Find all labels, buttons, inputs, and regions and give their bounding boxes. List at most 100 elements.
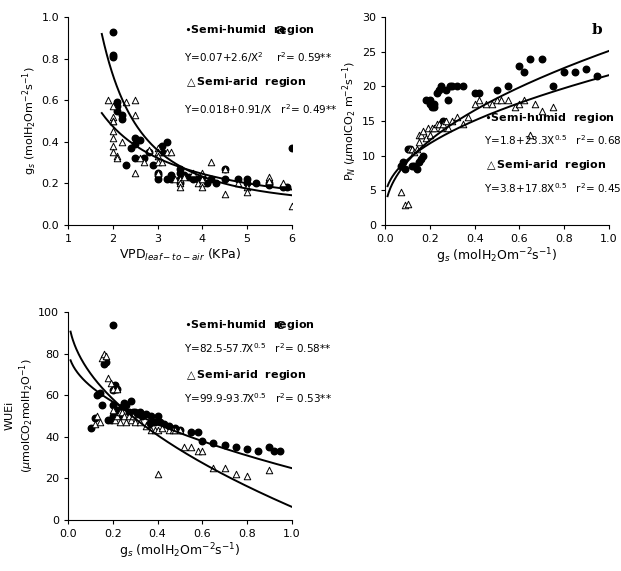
Point <box>150 426 160 435</box>
Point <box>402 199 412 208</box>
Text: Y=1.8+23.3X$^{0.5}$   r$^2$= 0.68**: Y=1.8+23.3X$^{0.5}$ r$^2$= 0.68** <box>484 134 621 147</box>
Point <box>474 95 484 104</box>
Point <box>108 141 118 150</box>
Point <box>124 411 134 420</box>
Point <box>231 443 241 452</box>
Point <box>117 403 127 412</box>
Point <box>175 168 185 178</box>
Point <box>197 179 207 188</box>
Point <box>401 201 410 210</box>
Point <box>94 417 104 427</box>
Point <box>427 103 437 112</box>
Point <box>425 130 435 139</box>
Point <box>142 409 152 419</box>
Point <box>108 321 118 330</box>
Point <box>514 99 524 108</box>
Point <box>447 82 457 91</box>
Point <box>153 158 163 167</box>
Point <box>510 103 520 112</box>
Point <box>153 170 163 179</box>
Point <box>175 175 185 184</box>
Point <box>93 391 102 400</box>
Point <box>242 187 252 196</box>
Point <box>412 144 422 153</box>
Point <box>112 407 122 416</box>
Point <box>425 99 435 108</box>
Point <box>233 175 243 184</box>
Point <box>265 465 274 475</box>
Point <box>166 147 176 156</box>
Point <box>276 447 286 456</box>
Point <box>130 95 140 104</box>
X-axis label: g$_s$ (molH$_2$Om$^{-2}$s$^{-1}$): g$_s$ (molH$_2$Om$^{-2}$s$^{-1}$) <box>119 541 241 561</box>
Point <box>265 172 274 182</box>
Point <box>115 411 125 420</box>
Point <box>106 378 116 387</box>
Point <box>432 89 442 98</box>
Text: Y=99.9-93.7X$^{0.5}$   r$^2$= 0.53**: Y=99.9-93.7X$^{0.5}$ r$^2$= 0.53** <box>184 391 332 405</box>
Point <box>148 160 158 169</box>
Point <box>570 68 580 77</box>
Point <box>146 411 156 420</box>
Point <box>492 95 502 104</box>
X-axis label: g$_s$ (molH$_2$Om$^{-2}$s$^{-1}$): g$_s$ (molH$_2$Om$^{-2}$s$^{-1}$) <box>436 247 558 266</box>
Point <box>143 147 153 156</box>
Text: $\triangle$Semi-arid  region: $\triangle$Semi-arid region <box>484 158 606 172</box>
Point <box>117 407 127 416</box>
Point <box>99 359 109 368</box>
Point <box>90 420 100 429</box>
Point <box>193 175 203 184</box>
Point <box>119 411 129 420</box>
Point <box>112 102 122 111</box>
Point <box>161 137 171 146</box>
Point <box>146 426 156 435</box>
Point <box>537 106 546 115</box>
Point <box>414 130 424 139</box>
Text: Y=0.07+2.6/X$^2$    r$^2$= 0.59**: Y=0.07+2.6/X$^2$ r$^2$= 0.59** <box>184 50 332 65</box>
Point <box>592 71 602 81</box>
Point <box>186 428 196 437</box>
Point <box>135 135 145 144</box>
Text: Y=0.018+0.91/X   r$^2$= 0.49**: Y=0.018+0.91/X r$^2$= 0.49** <box>184 102 338 117</box>
Point <box>139 154 149 163</box>
Point <box>402 144 412 153</box>
Point <box>458 120 468 129</box>
Point <box>496 95 506 104</box>
Point <box>420 95 430 104</box>
Point <box>130 139 140 148</box>
Point <box>166 175 176 184</box>
Point <box>93 411 102 420</box>
Point <box>108 116 118 126</box>
Point <box>481 99 491 108</box>
Point <box>124 407 134 416</box>
Point <box>251 179 261 188</box>
Point <box>559 68 569 77</box>
Point <box>108 401 118 410</box>
Point <box>242 183 252 192</box>
Point <box>104 95 114 104</box>
Point <box>197 175 207 184</box>
Point <box>197 183 207 192</box>
Point <box>153 469 163 478</box>
Point <box>135 417 145 427</box>
Point <box>525 130 535 139</box>
Point <box>202 179 212 188</box>
Point <box>143 420 153 429</box>
Point <box>117 114 127 123</box>
Point <box>197 172 207 182</box>
Point <box>184 172 194 182</box>
Point <box>398 158 408 167</box>
Point <box>112 154 122 163</box>
Point <box>130 168 140 178</box>
Point <box>452 113 462 122</box>
Point <box>106 415 116 424</box>
Point <box>220 164 230 173</box>
Point <box>90 413 100 423</box>
Point <box>487 99 497 108</box>
Point <box>171 426 181 435</box>
Point <box>209 463 219 472</box>
Point <box>447 116 457 126</box>
Point <box>108 405 118 414</box>
Point <box>137 411 147 420</box>
Text: Y=3.8+17.8X$^{0.5}$   r$^2$= 0.45**: Y=3.8+17.8X$^{0.5}$ r$^2$= 0.45** <box>484 181 621 195</box>
